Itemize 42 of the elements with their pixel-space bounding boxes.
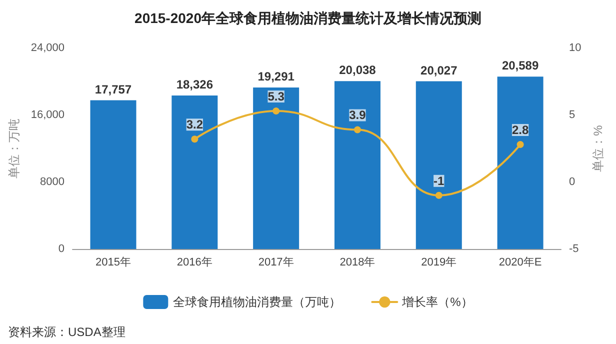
data-label: 3.2 — [186, 118, 204, 132]
data-label: 17,757 — [94, 82, 132, 96]
bar — [90, 100, 136, 249]
legend-label: 增长率（%） — [401, 295, 473, 309]
data-label: 18,326 — [176, 78, 214, 92]
x-tick-label: 2019年 — [421, 256, 457, 268]
x-tick-label: 2020年E — [498, 256, 542, 268]
y2-axis-title: 单位：% — [591, 124, 606, 172]
y-tick-label: 0 — [58, 243, 65, 255]
bar — [172, 96, 218, 249]
point — [191, 136, 198, 143]
data-label: 20,027 — [420, 63, 458, 78]
y2-tick-label: 10 — [569, 42, 582, 54]
legend-label: 全球食用植物油消费量（万吨） — [173, 295, 342, 309]
point — [272, 107, 280, 114]
y-axis-title: 单位：万吨 — [7, 118, 21, 178]
data-label: 20,589 — [502, 58, 539, 73]
x-tick-label: 2018年 — [340, 256, 376, 268]
data-label: -1 — [434, 174, 445, 188]
bar — [497, 76, 544, 249]
y2-tick-label: 5 — [569, 109, 576, 121]
x-tick-label: 2017年 — [258, 256, 294, 268]
bar — [416, 81, 462, 249]
bar — [334, 81, 380, 249]
point — [435, 192, 442, 199]
y-tick-label: 24,000 — [30, 42, 65, 54]
y2-tick-label: -5 — [569, 243, 579, 255]
y-tick-label: 16,000 — [30, 109, 65, 121]
x-tick-label: 2016年 — [176, 256, 212, 268]
y-tick-label: 8000 — [40, 176, 65, 188]
y2-tick-label: 0 — [569, 176, 576, 188]
chart-title: 2015-2020年全球食用植物油消费量统计及增长情况预测 — [134, 10, 482, 26]
data-label: 3.9 — [349, 108, 366, 122]
bar — [253, 87, 300, 249]
point — [354, 126, 361, 134]
point — [516, 140, 524, 148]
data-label: 19,291 — [258, 69, 295, 84]
x-tick-label: 2015年 — [96, 256, 131, 268]
data-label: 5.3 — [268, 89, 285, 104]
data-label: 20,038 — [339, 63, 376, 78]
text: 资料来源：USDA整理 — [8, 325, 126, 339]
data-label: 2.8 — [512, 122, 529, 137]
